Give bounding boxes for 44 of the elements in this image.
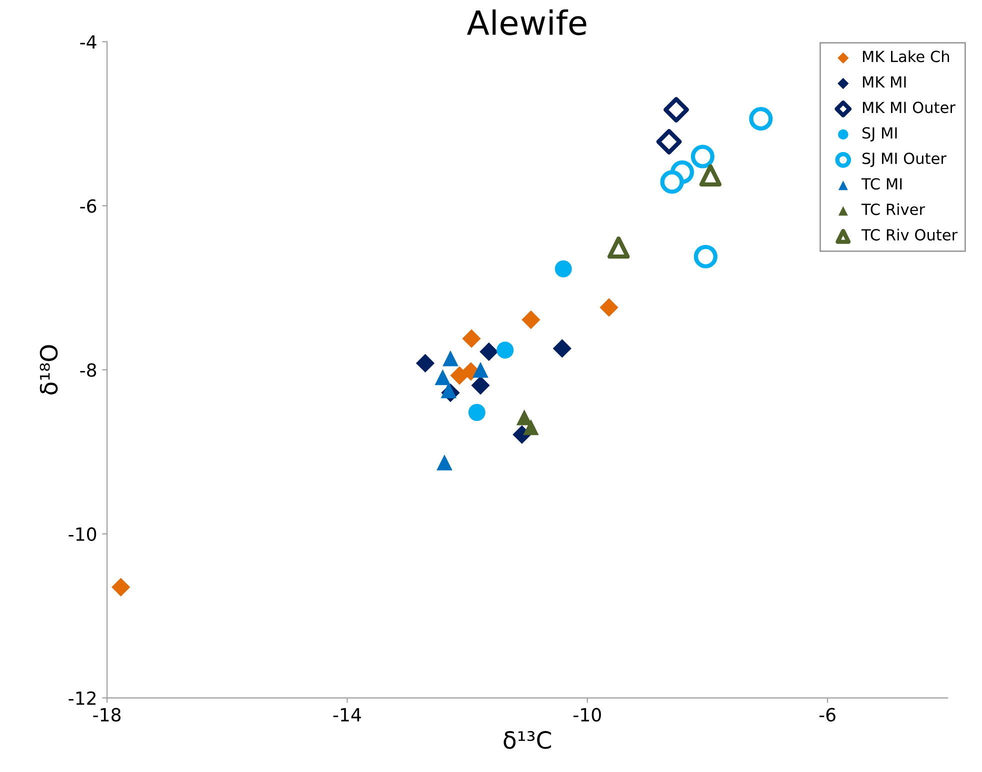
point (462, 329, 481, 348)
point (480, 342, 498, 362)
legend-label: TC MI (861, 178, 902, 190)
point (442, 350, 458, 366)
point (436, 454, 452, 470)
x-tick-label: -6 (819, 708, 836, 722)
point (112, 578, 130, 596)
point (434, 369, 451, 386)
point (472, 362, 488, 378)
point (471, 376, 490, 395)
point (416, 354, 435, 373)
legend-label: MK MI (862, 76, 906, 88)
x-tick-label: -14 (333, 708, 361, 722)
point (690, 144, 714, 168)
legend-label: SJ MI Outer (862, 152, 946, 167)
point (552, 339, 572, 358)
x-axis-title: δ¹³C (504, 731, 551, 749)
x-tick-label: -18 (93, 708, 121, 722)
point (468, 404, 486, 421)
legend-label: TC Riv Outer (861, 228, 958, 241)
x-tick-label: -10 (574, 708, 601, 722)
legend-label: MK Lake Ch (862, 50, 950, 62)
legend-label: SJ MI (862, 127, 897, 142)
y-tick-label: -8 (80, 363, 96, 377)
y-axis-title: δ¹⁸O (40, 345, 58, 394)
point (694, 244, 718, 268)
point (664, 97, 689, 122)
chart-title: Alewife (466, 9, 586, 36)
y-tick-label: -12 (68, 691, 96, 705)
point (600, 298, 618, 317)
point (749, 107, 773, 131)
point (496, 342, 514, 359)
point (554, 260, 572, 278)
legend-label: MK MI Outer (862, 102, 956, 114)
point (699, 164, 722, 186)
y-tick-label: -6 (80, 199, 96, 213)
legend-label: TC River (861, 203, 926, 216)
point (523, 419, 539, 436)
point (607, 236, 630, 259)
point (660, 170, 684, 194)
y-tick-label: -10 (68, 527, 96, 541)
point (522, 310, 540, 330)
point (656, 129, 682, 154)
y-tick-label: -4 (80, 35, 96, 49)
